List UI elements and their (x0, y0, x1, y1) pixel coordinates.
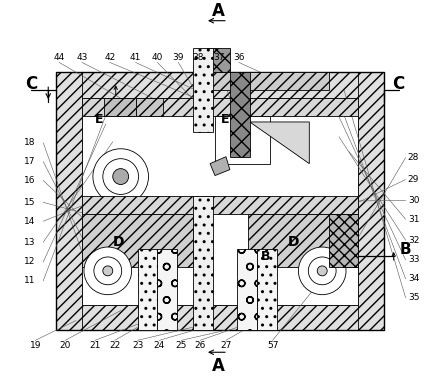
Bar (247, 214, 357, 267)
Text: 24: 24 (154, 341, 165, 350)
Text: C: C (25, 75, 37, 93)
Text: 12: 12 (24, 257, 35, 266)
Text: 37: 37 (213, 53, 224, 62)
Circle shape (103, 266, 113, 276)
Text: B: B (260, 250, 270, 264)
Text: 36: 36 (233, 53, 244, 62)
Bar (256, 249, 276, 330)
Text: A: A (211, 357, 224, 375)
Bar (137, 249, 157, 330)
Text: 42: 42 (104, 53, 115, 62)
Bar (237, 249, 256, 330)
Text: 17: 17 (24, 157, 35, 166)
Text: 44: 44 (53, 53, 64, 62)
Bar (206, 72, 329, 90)
Text: 19: 19 (30, 341, 41, 350)
Polygon shape (209, 157, 229, 176)
Circle shape (316, 266, 326, 276)
Text: C: C (392, 75, 404, 93)
Text: 32: 32 (407, 236, 418, 245)
Text: 18: 18 (24, 138, 35, 147)
Text: D: D (113, 235, 124, 249)
Text: 21: 21 (89, 341, 100, 350)
Bar (56, 305, 383, 330)
Text: 57: 57 (266, 341, 278, 350)
Circle shape (93, 149, 148, 204)
Text: A: A (211, 2, 224, 20)
Text: 29: 29 (407, 175, 418, 184)
Circle shape (103, 159, 138, 194)
Bar (229, 72, 249, 157)
Bar (157, 249, 177, 330)
Text: 14: 14 (24, 217, 35, 226)
Text: 39: 39 (172, 53, 184, 62)
Circle shape (94, 257, 121, 285)
Text: 40: 40 (151, 53, 163, 62)
Text: 34: 34 (407, 274, 418, 283)
Text: 23: 23 (132, 341, 143, 350)
Bar (193, 197, 212, 330)
Text: 27: 27 (220, 341, 231, 350)
Text: 41: 41 (129, 53, 141, 62)
Text: 30: 30 (407, 196, 418, 205)
Circle shape (298, 247, 345, 295)
Text: 28: 28 (407, 153, 418, 162)
Polygon shape (249, 122, 309, 164)
Text: 25: 25 (175, 341, 187, 350)
Text: 33: 33 (407, 255, 418, 264)
Text: 20: 20 (59, 341, 71, 350)
Bar (82, 98, 357, 305)
Text: D: D (287, 235, 298, 249)
Text: E: E (220, 113, 229, 127)
Text: 11: 11 (24, 276, 35, 285)
Text: 35: 35 (407, 293, 418, 302)
Circle shape (113, 169, 128, 185)
Circle shape (307, 257, 335, 285)
Bar (56, 72, 82, 330)
Bar (56, 72, 383, 98)
Text: 38: 38 (192, 53, 203, 62)
Text: 43: 43 (76, 53, 87, 62)
Bar (329, 214, 357, 267)
Circle shape (84, 247, 131, 295)
Bar (104, 98, 135, 116)
Text: 22: 22 (109, 341, 120, 350)
Bar (357, 72, 383, 330)
Bar (82, 214, 193, 267)
Text: B: B (399, 241, 411, 257)
Text: 31: 31 (407, 215, 418, 224)
Text: 15: 15 (24, 198, 35, 207)
Bar (215, 116, 269, 164)
Bar (135, 98, 163, 116)
Bar (82, 98, 357, 116)
Text: 26: 26 (194, 341, 205, 350)
Bar (56, 72, 383, 330)
Text: E: E (95, 113, 103, 127)
Text: 13: 13 (24, 238, 35, 247)
Bar (193, 48, 212, 132)
Bar (206, 48, 229, 72)
Text: 16: 16 (24, 176, 35, 185)
Bar (82, 197, 357, 214)
